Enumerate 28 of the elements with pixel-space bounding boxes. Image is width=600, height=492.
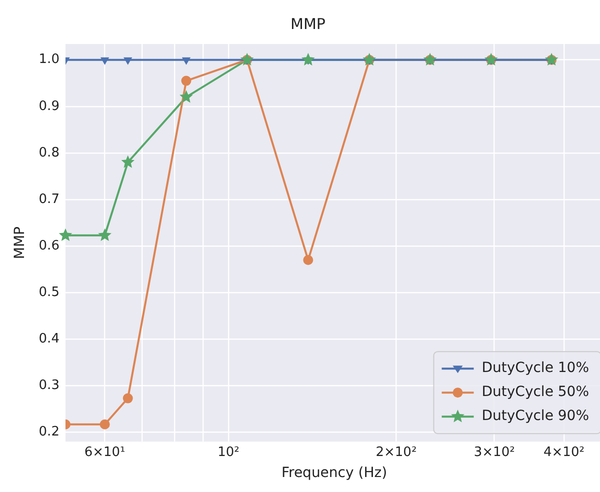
point xyxy=(301,52,315,66)
y-axis-title: MMP xyxy=(12,226,28,260)
chart-title: MMP xyxy=(290,14,326,33)
point xyxy=(122,393,133,404)
legend-label: DutyCycle 90% xyxy=(482,408,590,424)
x-tick-label: 6×10¹ xyxy=(84,444,126,460)
point xyxy=(121,155,135,168)
y-tick-label: 1.0 xyxy=(38,52,60,68)
y-tick-label: 0.4 xyxy=(38,332,60,347)
x-tick-label: 2×10² xyxy=(376,444,417,460)
point xyxy=(181,76,192,86)
y-tick-label: 0.7 xyxy=(38,192,60,207)
x-tick-label: 4×10² xyxy=(544,444,584,460)
x-tick-label: 3×10² xyxy=(474,444,515,460)
y-tick-label: 0.3 xyxy=(38,378,60,394)
y-tick-label: 0.2 xyxy=(38,424,60,440)
x-axis-title: Frequency (Hz) xyxy=(281,465,388,482)
legend-label: DutyCycle 50% xyxy=(482,384,590,400)
y-tick-label: 0.8 xyxy=(38,145,60,160)
y-tick-label: 0.5 xyxy=(38,284,60,300)
point xyxy=(303,255,314,266)
point xyxy=(124,57,132,65)
legend-label: DutyCycle 10% xyxy=(482,360,590,376)
y-tick-label: 0.9 xyxy=(38,98,60,114)
point xyxy=(180,90,193,103)
x-tick-label: 10² xyxy=(218,444,240,460)
point xyxy=(182,57,191,65)
y-tick-label: 0.6 xyxy=(38,238,60,254)
